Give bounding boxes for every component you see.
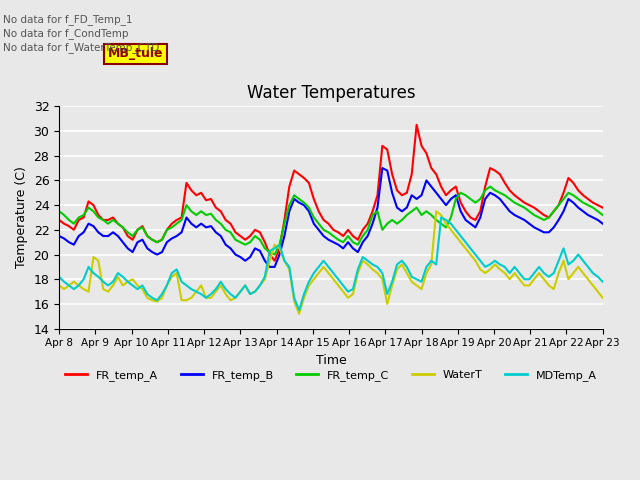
X-axis label: Time: Time	[316, 354, 346, 367]
MDTemp_A	[246, 291, 254, 297]
FR_temp_C	[589, 205, 596, 211]
WaterT	[599, 295, 607, 300]
Line: MDTemp_A: MDTemp_A	[59, 217, 603, 310]
MDTemp_A	[428, 258, 435, 264]
FR_temp_A	[486, 165, 494, 171]
Text: No data for f_WaterTemp_CTD: No data for f_WaterTemp_CTD	[3, 42, 159, 53]
FR_temp_B	[378, 165, 386, 171]
Title: Water Temperatures: Water Temperatures	[246, 84, 415, 102]
Legend: FR_temp_A, FR_temp_B, FR_temp_C, WaterT, MDTemp_A: FR_temp_A, FR_temp_B, FR_temp_C, WaterT,…	[61, 366, 601, 385]
WaterT	[486, 266, 494, 272]
FR_temp_C	[481, 187, 489, 193]
FR_temp_A	[413, 122, 420, 128]
FR_temp_B	[486, 190, 494, 196]
FR_temp_C	[486, 184, 494, 190]
WaterT	[433, 208, 440, 214]
MDTemp_A	[486, 262, 494, 267]
MDTemp_A	[364, 258, 371, 264]
FR_temp_A	[589, 200, 596, 205]
WaterT	[589, 283, 596, 288]
WaterT	[55, 283, 63, 288]
WaterT	[364, 262, 371, 267]
FR_temp_B	[589, 215, 596, 220]
FR_temp_C	[246, 240, 254, 245]
FR_temp_A	[599, 205, 607, 211]
FR_temp_B	[55, 233, 63, 239]
MDTemp_A	[295, 307, 303, 313]
MDTemp_A	[589, 270, 596, 276]
Line: FR_temp_B: FR_temp_B	[59, 168, 603, 267]
FR_temp_B	[364, 233, 371, 239]
FR_temp_A	[433, 171, 440, 177]
FR_temp_C	[599, 212, 607, 218]
MDTemp_A	[437, 215, 445, 220]
MDTemp_A	[457, 233, 465, 239]
FR_temp_C	[364, 227, 371, 233]
FR_temp_C	[452, 196, 460, 202]
WaterT	[457, 240, 465, 245]
MDTemp_A	[55, 274, 63, 280]
WaterT	[295, 311, 303, 317]
Y-axis label: Temperature (C): Temperature (C)	[15, 167, 28, 268]
Line: WaterT: WaterT	[59, 211, 603, 314]
FR_temp_C	[428, 212, 435, 218]
FR_temp_A	[364, 221, 371, 227]
FR_temp_B	[599, 221, 607, 227]
WaterT	[246, 291, 254, 297]
FR_temp_B	[457, 208, 465, 214]
FR_temp_B	[266, 264, 273, 270]
FR_temp_B	[433, 190, 440, 196]
FR_temp_C	[55, 208, 63, 214]
FR_temp_A	[271, 258, 278, 264]
FR_temp_B	[246, 254, 254, 260]
FR_temp_A	[246, 233, 254, 239]
FR_temp_A	[55, 217, 63, 223]
Text: MB_tule: MB_tule	[108, 48, 164, 60]
Text: No data for f_FD_Temp_1: No data for f_FD_Temp_1	[3, 13, 132, 24]
FR_temp_C	[271, 252, 278, 257]
MDTemp_A	[599, 279, 607, 285]
Text: No data for f_CondTemp: No data for f_CondTemp	[3, 28, 129, 39]
FR_temp_A	[457, 200, 465, 205]
Line: FR_temp_C: FR_temp_C	[59, 187, 603, 254]
WaterT	[428, 262, 435, 267]
Line: FR_temp_A: FR_temp_A	[59, 125, 603, 261]
